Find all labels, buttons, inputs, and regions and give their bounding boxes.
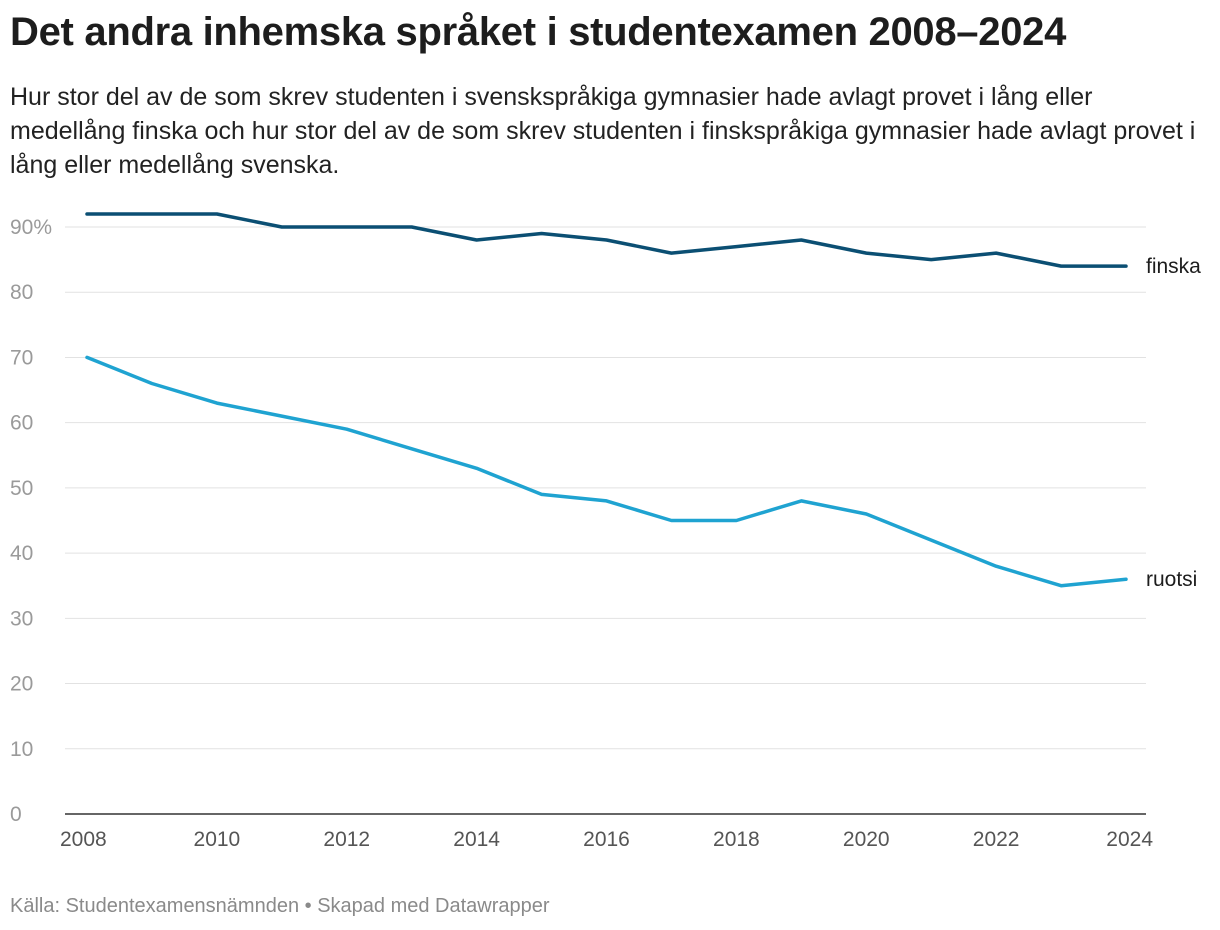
x-tick-label: 2012: [323, 828, 370, 851]
series-label-finska: finska: [1146, 255, 1201, 278]
series-label-ruotsi: ruotsi: [1146, 568, 1197, 591]
y-axis-ticks: 0 10 20 30 40 50 60 70 80 90%: [10, 216, 52, 826]
series-line-ruotsi: [85, 355, 1128, 588]
x-tick-label: 2024: [1106, 828, 1153, 851]
series-lines: [85, 212, 1128, 588]
x-tick-label: 2022: [973, 828, 1020, 851]
gridlines: [65, 226, 1146, 815]
y-tick-label: 20: [10, 673, 33, 696]
line-chart: 0 10 20 30 40 50 60 70 80 90% 2008 2010 2012 2014 201…: [10, 212, 1201, 851]
source-footer: Källa: Studentexamensnämnden • Skapad me…: [10, 895, 550, 917]
y-tick-label: 30: [10, 607, 33, 630]
series-labels: finska ruotsi: [1146, 255, 1201, 591]
y-tick-label: 10: [10, 738, 33, 761]
y-tick-label: 0: [10, 803, 22, 826]
y-tick-label: 80: [10, 281, 33, 304]
y-tick-label: 40: [10, 542, 33, 565]
y-tick-label: 60: [10, 412, 33, 435]
y-tick-label: 50: [10, 477, 33, 500]
chart-title: Det andra inhemska språket i studentexam…: [10, 10, 1067, 54]
x-tick-label: 2010: [194, 828, 241, 851]
y-tick-label: 70: [10, 346, 33, 369]
x-tick-label: 2014: [453, 828, 500, 851]
x-tick-label: 2016: [583, 828, 630, 851]
y-tick-label: 90%: [10, 216, 52, 239]
x-tick-label: 2020: [843, 828, 890, 851]
series-line-finska: [85, 212, 1128, 268]
x-axis-ticks: 2008 2010 2012 2014 2016 2018 2020 2022 2024: [60, 828, 1153, 851]
x-tick-label: 2018: [713, 828, 760, 851]
chart-subtitle: Hur stor del av de som skrev studenten i…: [10, 83, 1196, 179]
x-tick-label: 2008: [60, 828, 107, 851]
